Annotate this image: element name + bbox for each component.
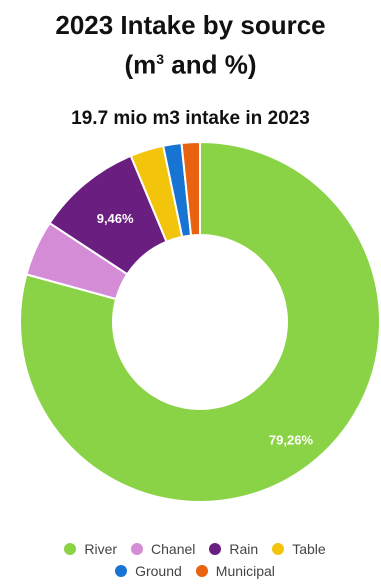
legend-swatch xyxy=(131,543,144,555)
legend-label: Table xyxy=(292,541,326,557)
legend-label: Ground xyxy=(135,563,182,579)
legend-swatch xyxy=(115,565,128,577)
legend-row: Ground Municipal xyxy=(20,563,370,579)
legend-item-river[interactable]: River xyxy=(64,541,117,557)
data-label-rain: 9,46% xyxy=(97,211,134,226)
legend-item-ground[interactable]: Ground xyxy=(115,563,182,579)
legend-item-table[interactable]: Table xyxy=(272,541,326,557)
title-line-1: 2023 Intake by source xyxy=(55,10,326,40)
legend-swatch xyxy=(272,543,285,555)
legend-label: Chanel xyxy=(151,541,196,557)
legend-item-chanel[interactable]: Chanel xyxy=(131,541,195,557)
legend-label: River xyxy=(84,541,118,557)
title-line-2-start: (m xyxy=(124,49,157,80)
legend-label: Municipal xyxy=(215,563,275,579)
legend-item-rain[interactable]: Rain xyxy=(209,541,258,557)
chart-subtitle: 19.7 mio m3 intake in 2023 xyxy=(71,108,310,129)
legend-label: Rain xyxy=(229,541,259,557)
donut-chart: 79,26% 9,46% xyxy=(19,140,381,503)
title-line-2: (m3 and %) xyxy=(0,42,381,82)
slice-river[interactable] xyxy=(19,140,381,503)
legend-row: River Chanel Rain Table xyxy=(20,541,370,557)
legend-item-municipal[interactable]: Municipal xyxy=(195,563,275,579)
title-line-2-end: and %) xyxy=(164,49,257,80)
data-label-river: 79,26% xyxy=(269,433,314,448)
chart-main-title: 2023 Intake by source (m3 and %) xyxy=(0,8,381,82)
chart-legend: River Chanel Rain Table Ground Municipal xyxy=(20,541,370,585)
legend-swatch xyxy=(64,543,77,555)
title-superscript: 3 xyxy=(156,51,165,67)
slice-municipal[interactable] xyxy=(180,140,201,237)
legend-swatch xyxy=(209,543,222,555)
legend-swatch xyxy=(195,565,208,577)
